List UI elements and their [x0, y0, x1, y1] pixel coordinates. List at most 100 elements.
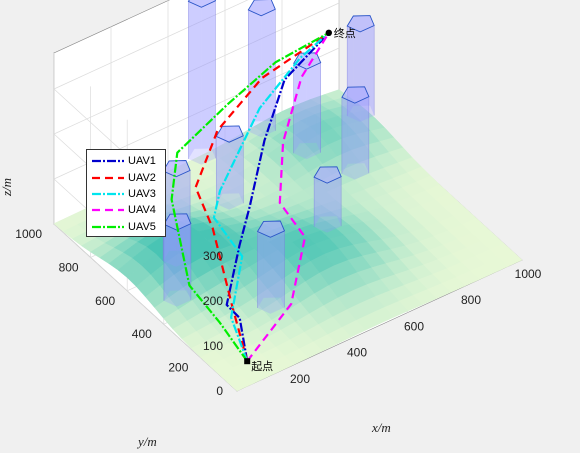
z-tick-label: 0	[216, 384, 223, 398]
path-uav3	[212, 31, 330, 362]
path-uav5	[170, 31, 330, 362]
uav-paths	[170, 31, 330, 362]
legend-entry-uav5: UAV5	[91, 219, 161, 235]
x-axis-label: x/m	[371, 420, 391, 435]
obstacle-face	[163, 224, 177, 307]
z-tick-label: 200	[203, 294, 223, 308]
obstacle-face	[188, 0, 195, 159]
y-tick-label: 200	[168, 361, 188, 375]
z-axis-label: z/m	[0, 178, 14, 197]
obstacle-face	[353, 15, 370, 107]
y-tick-label: 600	[95, 294, 115, 308]
obstacle-face	[239, 125, 244, 204]
legend-entry-uav1: UAV1	[91, 153, 161, 169]
legend-label: UAV4	[128, 204, 156, 217]
obstacle-face	[280, 221, 285, 308]
obstacle-top	[346, 15, 375, 33]
legend-label: UAV1	[128, 155, 156, 168]
obstacle-face	[341, 87, 348, 174]
grid-line-z	[53, 2, 340, 135]
legend-swatch	[92, 209, 124, 212]
obstacle-face	[314, 177, 328, 233]
grid-line-z	[53, 223, 238, 392]
obstacle-face	[185, 160, 191, 261]
y-axis-label: y/m	[136, 434, 157, 449]
legend-label: UAV2	[128, 171, 156, 184]
grid-line-z	[53, 0, 249, 90]
obstacle-face	[263, 221, 281, 298]
obstacle-face	[370, 15, 375, 116]
obstacle-face	[314, 167, 321, 227]
x-tick-label: 800	[461, 293, 481, 307]
obstacle-face	[271, 0, 276, 131]
start-marker	[244, 358, 251, 365]
obstacle-prism	[247, 0, 276, 138]
obstacle-face	[211, 0, 216, 159]
legend-entry-uav4: UAV4	[91, 202, 161, 218]
y-tick-label: 400	[132, 327, 152, 341]
obstacle-face	[254, 0, 272, 122]
obstacle-face	[293, 63, 307, 160]
z-tick-label: 300	[203, 249, 223, 263]
legend-swatch	[92, 160, 124, 163]
obstacle-top	[256, 220, 286, 238]
obstacle-face	[229, 135, 244, 210]
legend-swatch	[92, 192, 124, 196]
axis-ticks: 0 100 200 300 200 400 600 800 1000 200 400 600 800 10…	[15, 227, 541, 398]
obstacle-face	[354, 96, 369, 180]
obstacle-face	[257, 221, 264, 308]
obstacle-face	[306, 62, 321, 160]
legend-entry-uav3: UAV3	[91, 186, 161, 202]
terrain-surface	[53, 89, 523, 392]
obstacle-face	[257, 231, 271, 314]
obstacle-prism	[313, 166, 342, 233]
obstacle-face	[327, 176, 342, 233]
obstacle-face	[248, 9, 262, 138]
obstacle-face	[216, 126, 223, 204]
obstacle-face	[341, 97, 355, 180]
obstacle-prism	[293, 52, 322, 160]
obstacle-face	[170, 213, 187, 291]
goal-marker	[325, 29, 332, 36]
legend-swatch	[92, 225, 124, 228]
obstacle-face	[194, 0, 212, 149]
obstacle-prism	[256, 220, 286, 314]
legend-label: UAV3	[128, 187, 156, 200]
obstacle-face	[316, 52, 321, 153]
annotations: 起点 终点	[244, 26, 356, 373]
obstacle-face	[248, 0, 255, 132]
obstacle-top	[341, 86, 370, 104]
goal-label: 终点	[334, 26, 356, 40]
y-tick-label: 1000	[15, 227, 42, 241]
x-tick-label: 400	[347, 346, 367, 360]
terrain-cell	[227, 375, 252, 392]
legend-swatch	[92, 176, 124, 179]
path-uav1	[225, 32, 330, 362]
obstacle-face	[201, 0, 216, 165]
y-tick-label: 800	[59, 260, 79, 274]
legend: UAV1 UAV2 UAV3 UAV4 UAV5	[86, 149, 166, 237]
obstacle-top	[215, 125, 244, 143]
obstacle-face	[347, 86, 365, 164]
obstacle-face	[336, 166, 342, 227]
obstacle-face	[293, 53, 300, 154]
obstacles	[162, 0, 375, 314]
path-uav4	[246, 32, 330, 362]
obstacle-prism	[341, 86, 370, 180]
legend-label: UAV5	[128, 220, 156, 233]
x-tick-label: 200	[290, 372, 310, 386]
legend-entry-uav2: UAV2	[91, 169, 161, 185]
obstacle-prism	[215, 125, 244, 210]
z-tick-label: 100	[203, 339, 223, 353]
obstacle-top	[247, 0, 276, 17]
x-tick-label: 1000	[515, 267, 542, 281]
x-tick-label: 600	[404, 319, 424, 333]
start-label: 起点	[251, 360, 273, 373]
obstacle-top	[187, 0, 217, 8]
obstacle-face	[270, 230, 285, 314]
obstacle-face	[188, 1, 202, 165]
obstacle-top	[313, 166, 342, 184]
obstacle-face	[364, 86, 369, 174]
obstacle-prism	[187, 0, 217, 165]
